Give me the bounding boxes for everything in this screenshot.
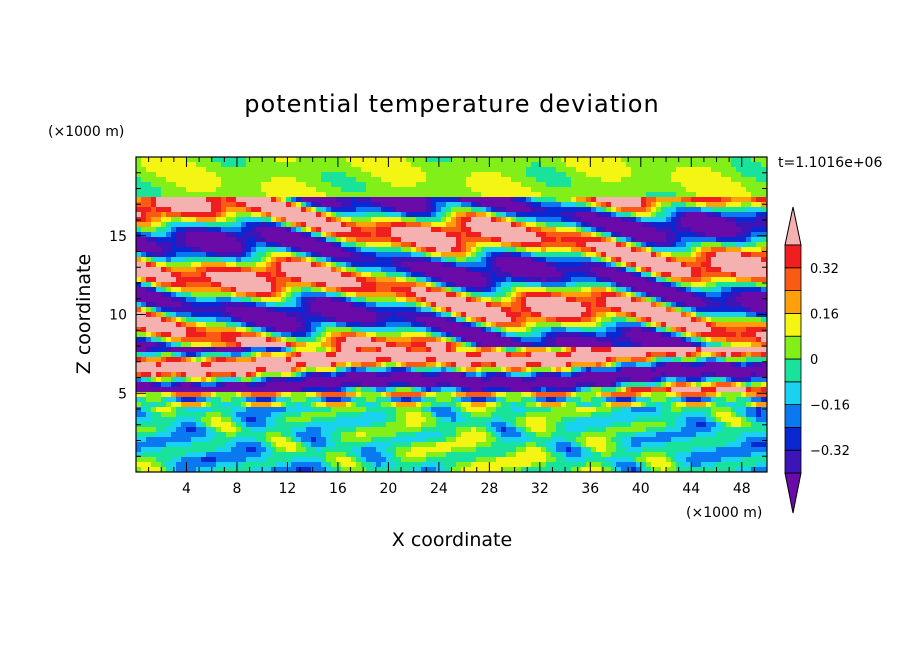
colorbar-tick-label: −0.16 <box>810 399 850 414</box>
colorbar-swatch <box>784 404 802 428</box>
colorbar: 0.32 0.16 0 −0.16 −0.32 <box>784 206 850 514</box>
x-tick-label: 16 <box>329 481 347 497</box>
colorbar-swatch <box>784 426 802 451</box>
x-tick-label: 4 <box>182 481 191 497</box>
chart-title: potential temperature deviation <box>244 90 659 118</box>
x-tick-label: 28 <box>480 481 498 497</box>
y-tick-label: 5 <box>118 386 127 402</box>
colorbar-tick-label: 0 <box>810 353 818 368</box>
x-axis: 4 8 12 16 20 24 28 32 36 40 44 48 <box>148 157 755 497</box>
x-tick-label: 48 <box>733 481 751 497</box>
colorbar-swatch <box>784 358 802 383</box>
colorbar-swatch <box>784 449 802 474</box>
x-tick-label: 8 <box>232 481 241 497</box>
x-tick-label: 40 <box>632 481 650 497</box>
x-tick-label: 44 <box>682 481 700 497</box>
colorbar-extend-min <box>784 472 802 514</box>
x-tick-label: 12 <box>279 481 297 497</box>
y-axis-label: Z coordinate <box>73 254 95 374</box>
x-axis-label: X coordinate <box>392 529 512 551</box>
x-unit-label: (×1000 m) <box>686 505 762 521</box>
colorbar-swatch <box>784 335 802 360</box>
contour-field <box>136 157 767 472</box>
colorbar-tick-label: 0.16 <box>810 307 839 322</box>
colorbar-swatch <box>784 312 802 337</box>
colorbar-swatch <box>784 381 802 405</box>
colorbar-tick-label: −0.32 <box>810 444 850 459</box>
x-tick-label: 32 <box>531 481 549 497</box>
y-unit-label: (×1000 m) <box>48 124 124 140</box>
x-tick-label: 24 <box>430 481 448 497</box>
time-label: t=1.1016e+06 <box>778 155 882 171</box>
colorbar-extend-max <box>784 206 802 246</box>
x-tick-label: 20 <box>379 481 397 497</box>
colorbar-tick-label: 0.32 <box>810 262 839 277</box>
y-tick-label: 15 <box>109 229 127 245</box>
x-tick-label: 36 <box>581 481 599 497</box>
y-tick-label: 10 <box>109 308 127 324</box>
y-axis: 5 10 15 <box>109 172 767 457</box>
colorbar-swatch <box>784 290 802 314</box>
colorbar-swatch <box>784 267 802 291</box>
colorbar-swatch <box>784 244 802 269</box>
